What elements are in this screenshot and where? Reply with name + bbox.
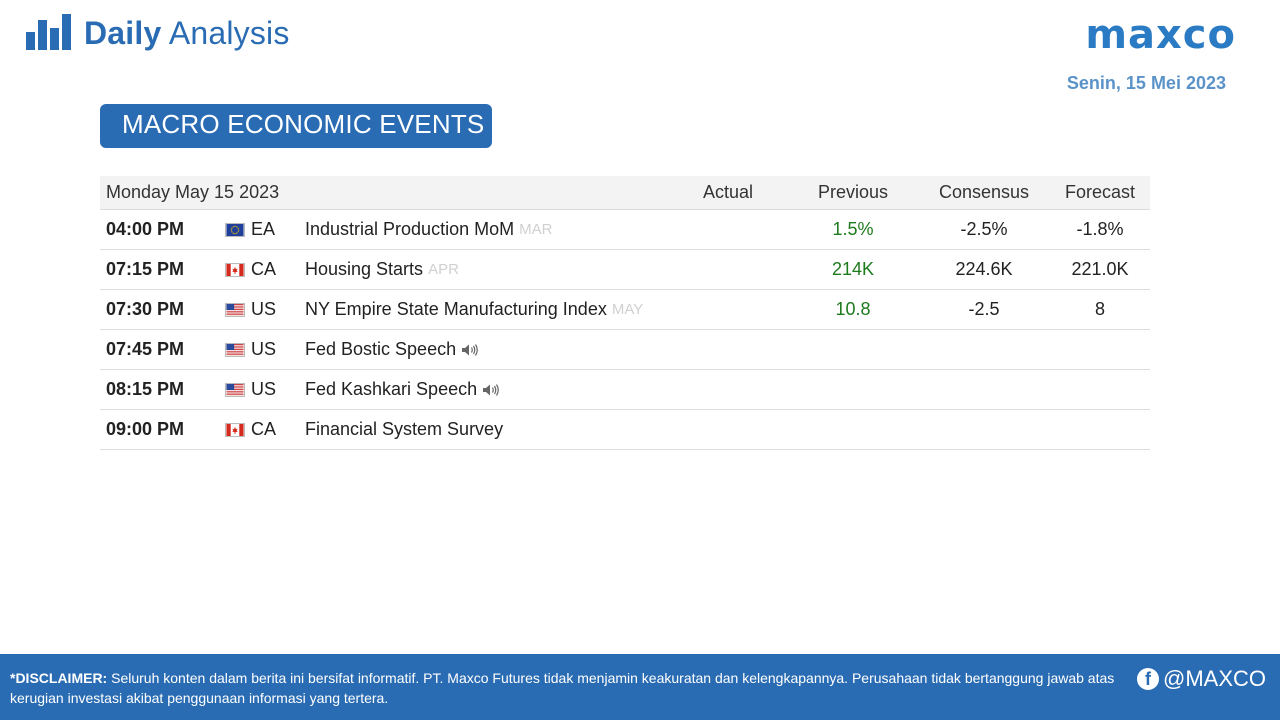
event-previous bbox=[803, 370, 903, 409]
speaker-icon bbox=[483, 383, 499, 396]
event-forecast: 221.0K bbox=[1071, 259, 1129, 279]
us-flag-icon bbox=[225, 383, 245, 397]
disclaimer-text: Seluruh konten dalam berita ini bersifat… bbox=[111, 670, 1115, 686]
column-header-actual: Actual bbox=[702, 182, 754, 202]
page-title-light: Analysis bbox=[168, 14, 290, 51]
report-date: Senin, 15 Mei 2023 bbox=[1066, 73, 1226, 93]
table-row: 07:15 PM CA Housing Starts APR 214K 224.… bbox=[100, 250, 1150, 290]
facebook-icon: f bbox=[1136, 668, 1159, 690]
event-period: APR bbox=[428, 261, 459, 278]
eu-flag-icon bbox=[225, 223, 245, 237]
event-forecast: 8 bbox=[1094, 299, 1105, 319]
event-actual bbox=[678, 330, 778, 369]
event-previous bbox=[803, 410, 903, 449]
event-consensus bbox=[934, 330, 1034, 369]
page-title: Daily Analysis bbox=[84, 15, 290, 52]
event-actual bbox=[678, 250, 778, 289]
event-consensus: 224.6K bbox=[955, 259, 1013, 279]
event-consensus: -2.5% bbox=[960, 219, 1008, 239]
section-title: MACRO ECONOMIC EVENTS bbox=[100, 104, 492, 148]
event-time: 09:00 PM bbox=[106, 419, 185, 439]
event-forecast bbox=[1050, 370, 1150, 409]
column-header-date: Monday May 15 2023 bbox=[106, 182, 280, 202]
ca-flag-icon bbox=[225, 263, 245, 277]
event-name[interactable]: Financial System Survey bbox=[305, 419, 504, 439]
disclaimer-label: *DISCLAIMER: bbox=[10, 670, 108, 686]
event-actual bbox=[678, 410, 778, 449]
event-name[interactable]: Industrial Production MoM bbox=[305, 219, 515, 239]
event-previous: 1.5% bbox=[832, 219, 874, 239]
event-previous bbox=[803, 330, 903, 369]
event-time: 07:15 PM bbox=[106, 259, 185, 279]
event-actual bbox=[678, 290, 778, 329]
event-actual bbox=[678, 370, 778, 409]
us-flag-icon bbox=[225, 343, 245, 357]
event-time: 07:30 PM bbox=[106, 299, 185, 319]
event-name[interactable]: Fed Bostic Speech bbox=[305, 339, 457, 359]
event-name-cell[interactable]: Fed Kashkari Speech bbox=[305, 370, 500, 409]
table-row: 07:45 PM US Fed Bostic Speech bbox=[100, 330, 1150, 370]
event-name[interactable]: Fed Kashkari Speech bbox=[305, 379, 478, 399]
event-forecast bbox=[1050, 330, 1150, 369]
ca-flag-icon bbox=[225, 423, 245, 437]
social-handle: f @MAXCO bbox=[1136, 666, 1266, 692]
event-name-cell[interactable]: Industrial Production MoM MAR bbox=[305, 210, 552, 249]
event-name-cell[interactable]: NY Empire State Manufacturing Index MAY bbox=[305, 290, 643, 329]
table-header-row: Monday May 15 2023 Actual Previous Conse… bbox=[100, 176, 1150, 210]
event-consensus bbox=[934, 410, 1034, 449]
event-previous: 10.8 bbox=[835, 299, 871, 319]
table-row: 08:15 PM US Fed Kashkari Speech bbox=[100, 370, 1150, 410]
events-table: Monday May 15 2023 Actual Previous Conse… bbox=[100, 176, 1150, 450]
event-time: 04:00 PM bbox=[106, 219, 185, 239]
event-consensus bbox=[934, 370, 1034, 409]
disclaimer-line-1: *DISCLAIMER: Seluruh konten dalam berita… bbox=[10, 668, 1280, 688]
maxco-logo: maxco bbox=[1085, 12, 1236, 58]
event-currency: CA bbox=[251, 419, 277, 439]
event-name-cell[interactable]: Financial System Survey bbox=[305, 410, 503, 449]
bar-chart-icon bbox=[24, 14, 72, 52]
event-forecast bbox=[1050, 410, 1150, 449]
brand: Daily Analysis bbox=[24, 14, 290, 52]
speaker-icon bbox=[462, 343, 478, 356]
table-row: 07:30 PM US NY Empire State Manufacturin… bbox=[100, 290, 1150, 330]
event-period: MAR bbox=[519, 221, 553, 238]
page-title-bold: Daily bbox=[84, 14, 162, 51]
social-handle-text: @MAXCO bbox=[1162, 666, 1266, 691]
table-row: 04:00 PM EA Industrial Production MoM MA… bbox=[100, 210, 1150, 250]
disclaimer-footer: *DISCLAIMER: Seluruh konten dalam berita… bbox=[0, 654, 1280, 720]
event-forecast: -1.8% bbox=[1076, 219, 1124, 239]
event-time: 08:15 PM bbox=[106, 379, 185, 399]
event-currency: US bbox=[251, 339, 277, 359]
table-row: 09:00 PM CA Financial System Survey bbox=[100, 410, 1150, 450]
disclaimer-line-2: kerugian investasi akibat penggunaan inf… bbox=[10, 690, 389, 706]
column-header-forecast: Forecast bbox=[1064, 182, 1136, 202]
event-name[interactable]: Housing Starts bbox=[305, 259, 424, 279]
column-header-previous: Previous bbox=[817, 182, 889, 202]
event-time: 07:45 PM bbox=[106, 339, 185, 359]
event-currency: US bbox=[251, 299, 277, 319]
event-currency: EA bbox=[251, 219, 276, 239]
event-period: MAY bbox=[611, 301, 644, 318]
event-name-cell[interactable]: Fed Bostic Speech bbox=[305, 330, 479, 369]
column-header-consensus: Consensus bbox=[938, 182, 1030, 202]
event-previous: 214K bbox=[831, 259, 875, 279]
event-name-cell[interactable]: Housing Starts APR bbox=[305, 250, 459, 289]
event-name[interactable]: NY Empire State Manufacturing Index bbox=[305, 299, 607, 319]
event-currency: CA bbox=[251, 259, 277, 279]
event-actual bbox=[678, 210, 778, 249]
event-consensus: -2.5 bbox=[968, 299, 1000, 319]
us-flag-icon bbox=[225, 303, 245, 317]
event-currency: US bbox=[251, 379, 277, 399]
